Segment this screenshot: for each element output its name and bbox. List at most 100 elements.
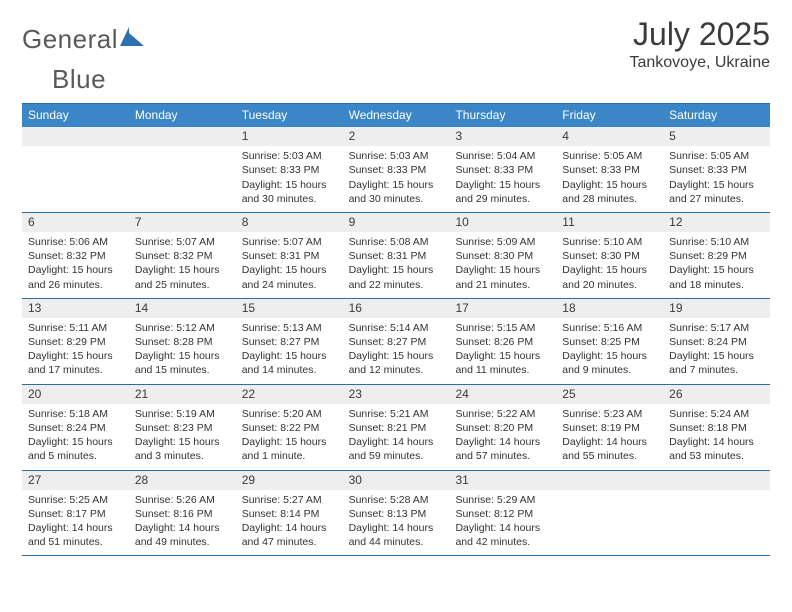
day-number: 1 xyxy=(236,127,343,146)
calendar-week-row: 20Sunrise: 5:18 AMSunset: 8:24 PMDayligh… xyxy=(22,385,770,471)
daylight-line: Daylight: 15 hours and 12 minutes. xyxy=(349,349,444,377)
day-number: 31 xyxy=(449,471,556,490)
day-number: 26 xyxy=(663,385,770,404)
day-number: 23 xyxy=(343,385,450,404)
daylight-line: Daylight: 15 hours and 27 minutes. xyxy=(669,178,764,206)
sunset-line: Sunset: 8:30 PM xyxy=(455,249,550,263)
day-number: 30 xyxy=(343,471,450,490)
calendar-cell: 18Sunrise: 5:16 AMSunset: 8:25 PMDayligh… xyxy=(556,299,663,384)
daylight-line: Daylight: 15 hours and 7 minutes. xyxy=(669,349,764,377)
day-number: 22 xyxy=(236,385,343,404)
day-number: 14 xyxy=(129,299,236,318)
daylight-line: Daylight: 14 hours and 59 minutes. xyxy=(349,435,444,463)
calendar-cell: 26Sunrise: 5:24 AMSunset: 8:18 PMDayligh… xyxy=(663,385,770,470)
brand-word-2: Blue xyxy=(52,64,106,94)
sunrise-line: Sunrise: 5:27 AM xyxy=(242,493,337,507)
day-number: 25 xyxy=(556,385,663,404)
sunrise-line: Sunrise: 5:06 AM xyxy=(28,235,123,249)
calendar-cell: 14Sunrise: 5:12 AMSunset: 8:28 PMDayligh… xyxy=(129,299,236,384)
day-number: 20 xyxy=(22,385,129,404)
calendar-cell: 22Sunrise: 5:20 AMSunset: 8:22 PMDayligh… xyxy=(236,385,343,470)
day-number: 24 xyxy=(449,385,556,404)
month-title: July 2025 xyxy=(629,18,770,50)
day-details: Sunrise: 5:06 AMSunset: 8:32 PMDaylight:… xyxy=(22,232,129,298)
day-number: 29 xyxy=(236,471,343,490)
sunrise-line: Sunrise: 5:24 AM xyxy=(669,407,764,421)
day-number xyxy=(663,471,770,490)
weekday-header: Wednesday xyxy=(343,104,450,127)
daylight-line: Daylight: 15 hours and 24 minutes. xyxy=(242,263,337,291)
sunset-line: Sunset: 8:12 PM xyxy=(455,507,550,521)
daylight-line: Daylight: 14 hours and 44 minutes. xyxy=(349,521,444,549)
day-details: Sunrise: 5:07 AMSunset: 8:32 PMDaylight:… xyxy=(129,232,236,298)
daylight-line: Daylight: 14 hours and 51 minutes. xyxy=(28,521,123,549)
calendar-cell xyxy=(129,127,236,212)
sunrise-line: Sunrise: 5:21 AM xyxy=(349,407,444,421)
day-number: 27 xyxy=(22,471,129,490)
page: General July 2025 Tankovoye, Ukraine Blu… xyxy=(0,0,792,574)
daylight-line: Daylight: 15 hours and 30 minutes. xyxy=(349,178,444,206)
sunset-line: Sunset: 8:33 PM xyxy=(455,163,550,177)
sunrise-line: Sunrise: 5:29 AM xyxy=(455,493,550,507)
sunset-line: Sunset: 8:32 PM xyxy=(28,249,123,263)
daylight-line: Daylight: 15 hours and 20 minutes. xyxy=(562,263,657,291)
day-number xyxy=(22,127,129,146)
calendar-cell: 15Sunrise: 5:13 AMSunset: 8:27 PMDayligh… xyxy=(236,299,343,384)
sunset-line: Sunset: 8:32 PM xyxy=(135,249,230,263)
sunset-line: Sunset: 8:31 PM xyxy=(349,249,444,263)
brand-logo: General xyxy=(22,18,148,55)
day-details xyxy=(129,146,236,155)
day-number: 16 xyxy=(343,299,450,318)
sunrise-line: Sunrise: 5:13 AM xyxy=(242,321,337,335)
day-number: 10 xyxy=(449,213,556,232)
day-number: 3 xyxy=(449,127,556,146)
sunset-line: Sunset: 8:29 PM xyxy=(669,249,764,263)
day-number: 6 xyxy=(22,213,129,232)
day-details: Sunrise: 5:19 AMSunset: 8:23 PMDaylight:… xyxy=(129,404,236,470)
day-number: 12 xyxy=(663,213,770,232)
calendar-week-row: 6Sunrise: 5:06 AMSunset: 8:32 PMDaylight… xyxy=(22,213,770,299)
sunrise-line: Sunrise: 5:15 AM xyxy=(455,321,550,335)
day-details: Sunrise: 5:05 AMSunset: 8:33 PMDaylight:… xyxy=(556,146,663,212)
day-number: 11 xyxy=(556,213,663,232)
sunset-line: Sunset: 8:30 PM xyxy=(562,249,657,263)
sunrise-line: Sunrise: 5:20 AM xyxy=(242,407,337,421)
day-number: 13 xyxy=(22,299,129,318)
sunset-line: Sunset: 8:24 PM xyxy=(669,335,764,349)
sunset-line: Sunset: 8:14 PM xyxy=(242,507,337,521)
sunrise-line: Sunrise: 5:07 AM xyxy=(242,235,337,249)
day-details: Sunrise: 5:12 AMSunset: 8:28 PMDaylight:… xyxy=(129,318,236,384)
sunset-line: Sunset: 8:13 PM xyxy=(349,507,444,521)
brand-mark-icon xyxy=(120,26,146,53)
sunrise-line: Sunrise: 5:10 AM xyxy=(669,235,764,249)
calendar-cell: 31Sunrise: 5:29 AMSunset: 8:12 PMDayligh… xyxy=(449,471,556,556)
sunset-line: Sunset: 8:25 PM xyxy=(562,335,657,349)
day-number: 17 xyxy=(449,299,556,318)
sunrise-line: Sunrise: 5:09 AM xyxy=(455,235,550,249)
calendar-cell: 1Sunrise: 5:03 AMSunset: 8:33 PMDaylight… xyxy=(236,127,343,212)
day-details: Sunrise: 5:29 AMSunset: 8:12 PMDaylight:… xyxy=(449,490,556,556)
calendar-cell: 13Sunrise: 5:11 AMSunset: 8:29 PMDayligh… xyxy=(22,299,129,384)
day-details: Sunrise: 5:13 AMSunset: 8:27 PMDaylight:… xyxy=(236,318,343,384)
sunrise-line: Sunrise: 5:25 AM xyxy=(28,493,123,507)
day-details: Sunrise: 5:23 AMSunset: 8:19 PMDaylight:… xyxy=(556,404,663,470)
day-details: Sunrise: 5:27 AMSunset: 8:14 PMDaylight:… xyxy=(236,490,343,556)
day-details: Sunrise: 5:08 AMSunset: 8:31 PMDaylight:… xyxy=(343,232,450,298)
daylight-line: Daylight: 15 hours and 18 minutes. xyxy=(669,263,764,291)
calendar: SundayMondayTuesdayWednesdayThursdayFrid… xyxy=(22,103,770,556)
day-number: 28 xyxy=(129,471,236,490)
calendar-cell: 21Sunrise: 5:19 AMSunset: 8:23 PMDayligh… xyxy=(129,385,236,470)
daylight-line: Daylight: 15 hours and 22 minutes. xyxy=(349,263,444,291)
day-details: Sunrise: 5:03 AMSunset: 8:33 PMDaylight:… xyxy=(343,146,450,212)
calendar-cell: 16Sunrise: 5:14 AMSunset: 8:27 PMDayligh… xyxy=(343,299,450,384)
daylight-line: Daylight: 15 hours and 26 minutes. xyxy=(28,263,123,291)
sunrise-line: Sunrise: 5:26 AM xyxy=(135,493,230,507)
weekday-header: Saturday xyxy=(663,104,770,127)
calendar-cell: 11Sunrise: 5:10 AMSunset: 8:30 PMDayligh… xyxy=(556,213,663,298)
day-details: Sunrise: 5:28 AMSunset: 8:13 PMDaylight:… xyxy=(343,490,450,556)
day-details: Sunrise: 5:03 AMSunset: 8:33 PMDaylight:… xyxy=(236,146,343,212)
calendar-week-row: 1Sunrise: 5:03 AMSunset: 8:33 PMDaylight… xyxy=(22,127,770,213)
day-details xyxy=(663,490,770,499)
daylight-line: Daylight: 15 hours and 9 minutes. xyxy=(562,349,657,377)
sunrise-line: Sunrise: 5:04 AM xyxy=(455,149,550,163)
